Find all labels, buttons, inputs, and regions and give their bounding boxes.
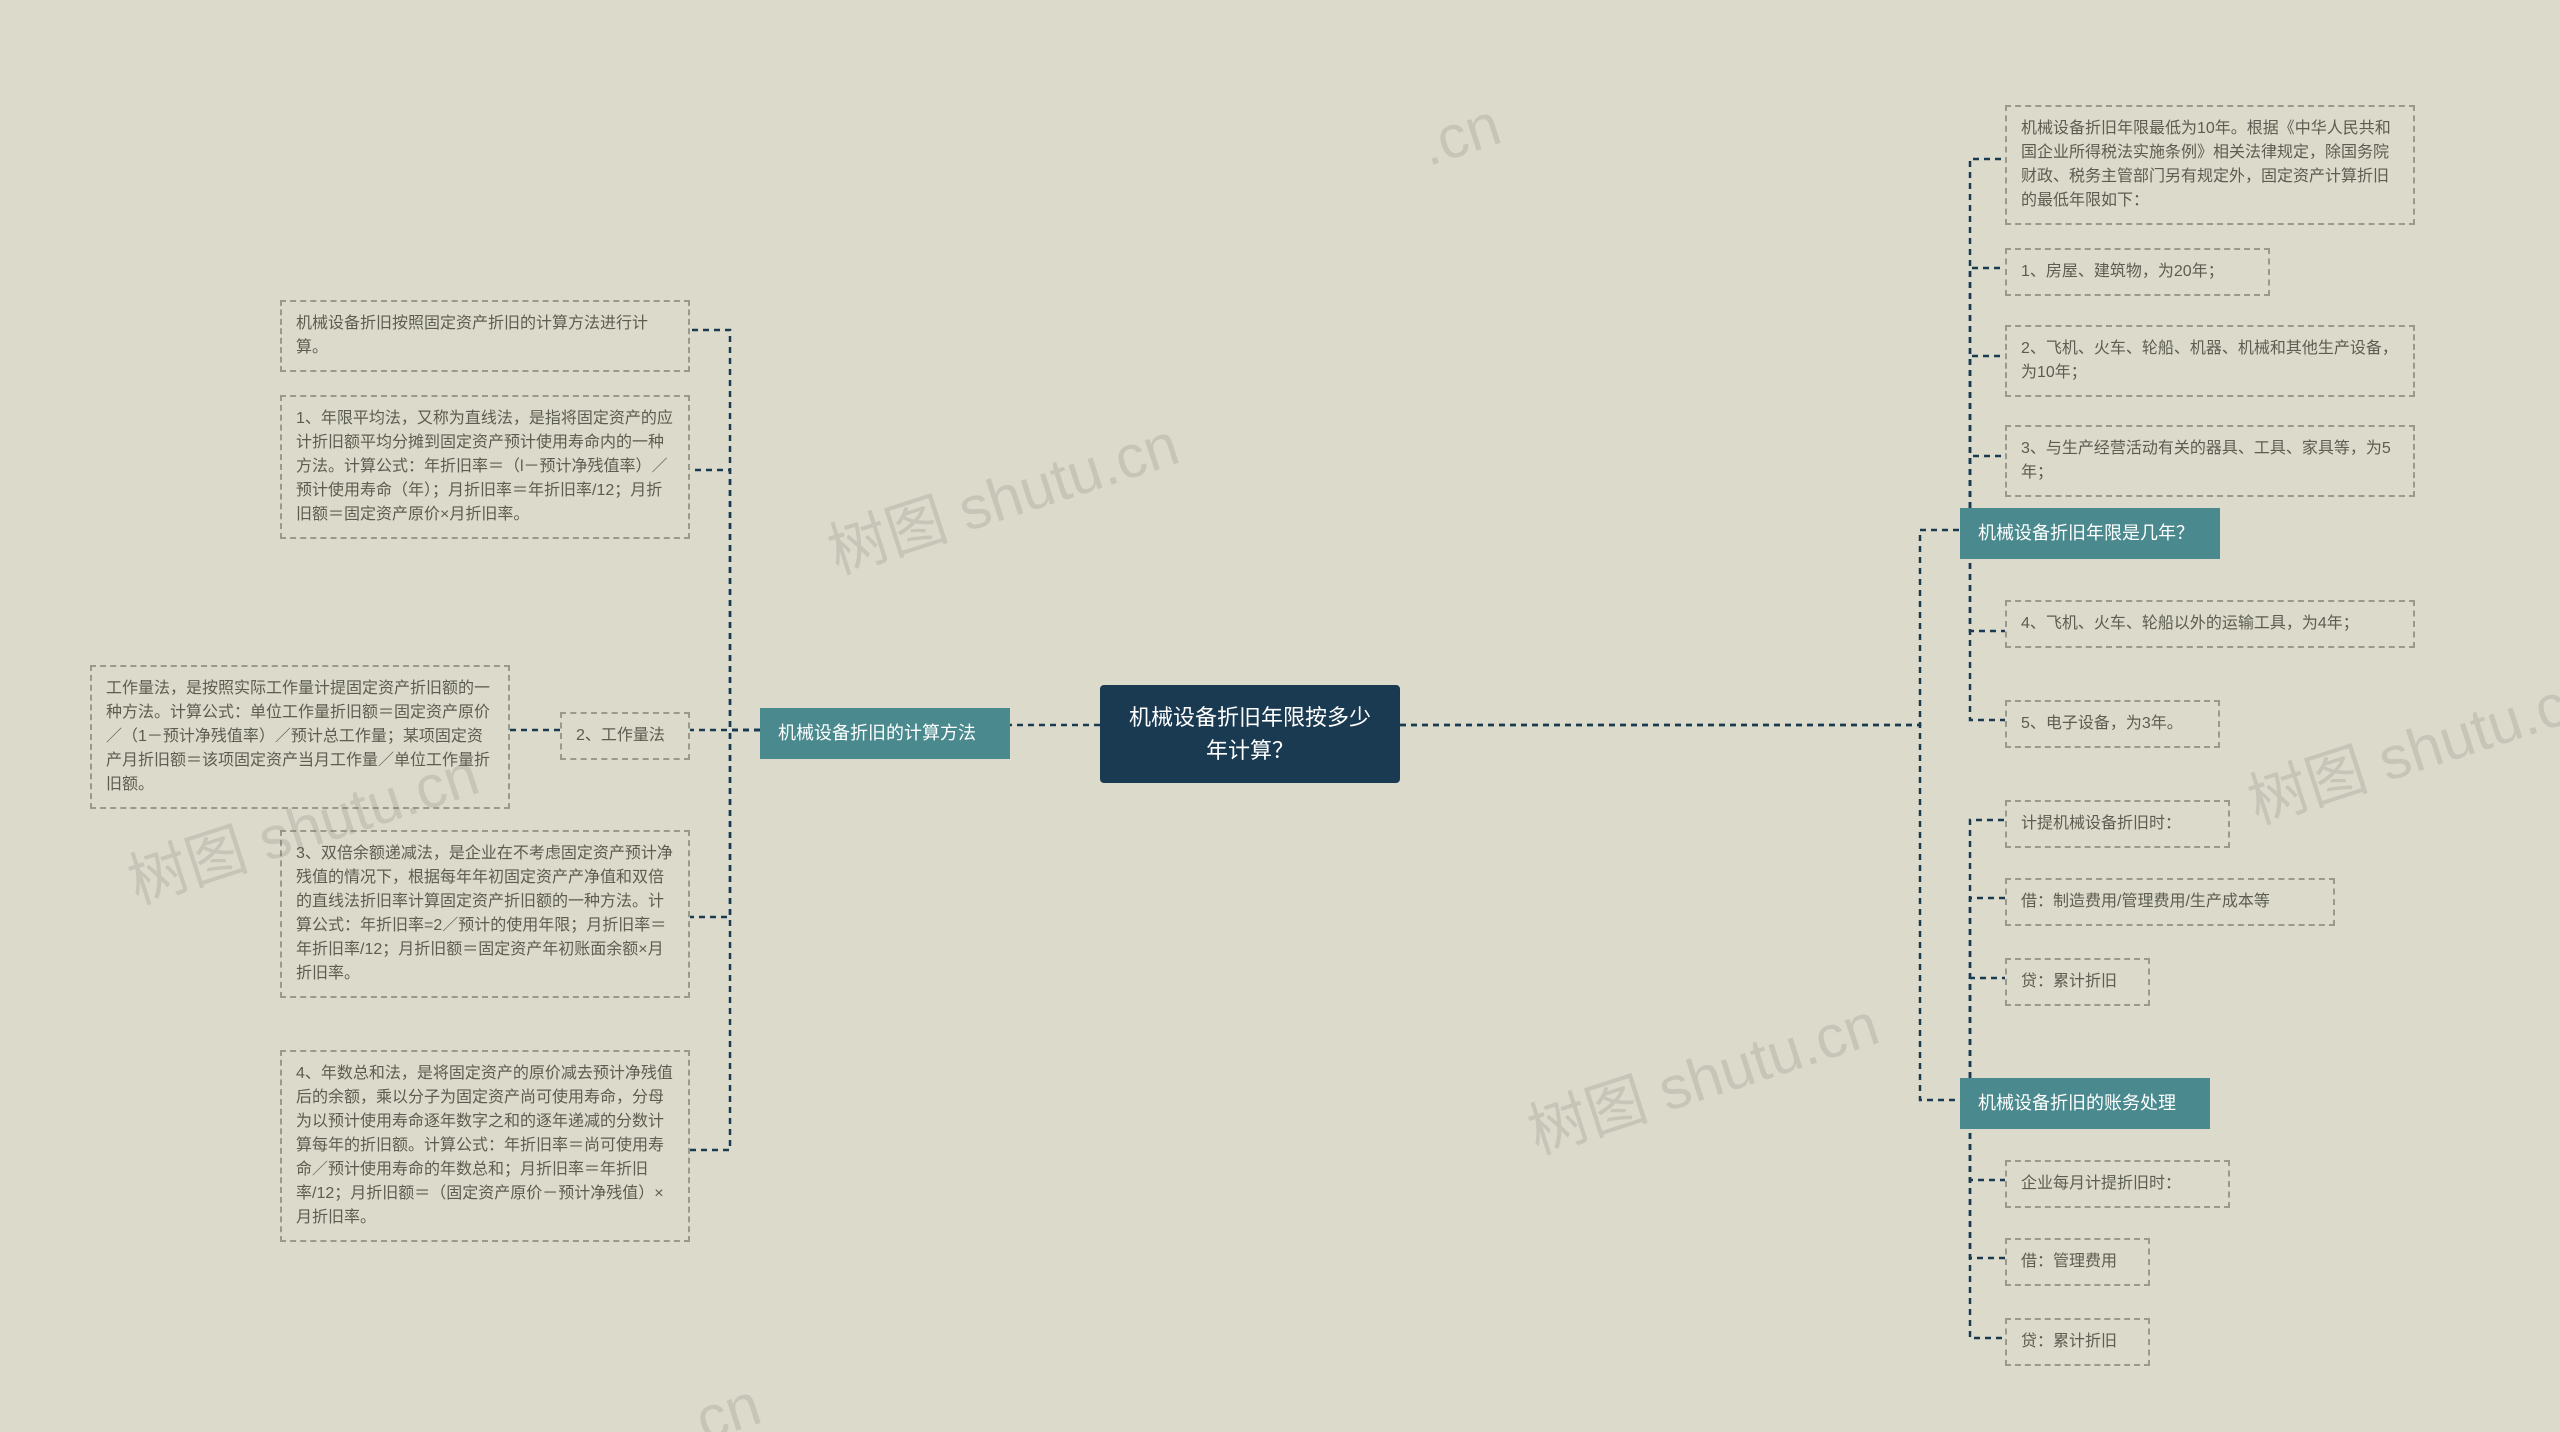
left-leaf-2[interactable]: 工作量法，是按照实际工作量计提固定资产折旧额的一种方法。计算公式：单位工作量折旧… xyxy=(90,665,510,809)
watermark: 树图 shutu.cn xyxy=(1515,976,1888,1171)
right1-leaf-0[interactable]: 机械设备折旧年限最低为10年。根据《中华人民共和国企业所得税法实施条例》相关法律… xyxy=(2005,105,2415,225)
watermark: 树图 shutu.cn xyxy=(815,396,1188,591)
leaf-text: 机械设备折旧年限最低为10年。根据《中华人民共和国企业所得税法实施条例》相关法律… xyxy=(2021,120,2391,209)
watermark: .cn xyxy=(671,1369,768,1432)
leaf-text: 企业每月计提折旧时： xyxy=(2021,1175,2181,1192)
leaf-text: 5、电子设备，为3年。 xyxy=(2021,715,2183,732)
leaf-text: 工作量法，是按照实际工作量计提固定资产折旧额的一种方法。计算公式：单位工作量折旧… xyxy=(106,680,490,793)
leaf-text: 机械设备折旧按照固定资产折旧的计算方法进行计算。 xyxy=(296,315,648,356)
root-node[interactable]: 机械设备折旧年限按多少年计算？ xyxy=(1100,685,1400,783)
leaf-text: 3、与生产经营活动有关的器具、工具、家具等，为5年； xyxy=(2021,440,2391,481)
left-branch-text: 机械设备折旧的计算方法 xyxy=(778,723,976,743)
leaf-text: 计提机械设备折旧时： xyxy=(2021,815,2181,832)
right-branch-1-text: 机械设备折旧年限是几年？ xyxy=(1978,523,2194,543)
right2-leaf-3[interactable]: 企业每月计提折旧时： xyxy=(2005,1160,2230,1208)
leaf-text: 借：制造费用/管理费用/生产成本等 xyxy=(2021,893,2270,910)
leaf-text: 3、双倍余额递减法，是企业在不考虑固定资产预计净残值的情况下，根据每年年初固定资… xyxy=(296,845,673,982)
root-text: 机械设备折旧年限按多少年计算？ xyxy=(1129,705,1371,763)
right1-leaf-4[interactable]: 4、飞机、火车、轮船以外的运输工具，为4年； xyxy=(2005,600,2415,648)
left-sub-node[interactable]: 2、工作量法 xyxy=(560,712,690,760)
leaf-text: 2、飞机、火车、轮船、机器、机械和其他生产设备，为10年； xyxy=(2021,340,2398,381)
right-branch-2-node[interactable]: 机械设备折旧的账务处理 xyxy=(1960,1078,2210,1129)
right1-leaf-3[interactable]: 3、与生产经营活动有关的器具、工具、家具等，为5年； xyxy=(2005,425,2415,497)
left-leaf-1[interactable]: 1、年限平均法，又称为直线法，是指将固定资产的应计折旧额平均分摊到固定资产预计使… xyxy=(280,395,690,539)
leaf-text: 借：管理费用 xyxy=(2021,1253,2117,1270)
leaf-text: 贷：累计折旧 xyxy=(2021,1333,2117,1350)
watermark: 树图 shutu.cn xyxy=(2235,646,2560,841)
leaf-text: 4、飞机、火车、轮船以外的运输工具，为4年； xyxy=(2021,615,2359,632)
leaf-text: 贷：累计折旧 xyxy=(2021,973,2117,990)
right2-leaf-2[interactable]: 贷：累计折旧 xyxy=(2005,958,2150,1006)
right2-leaf-4[interactable]: 借：管理费用 xyxy=(2005,1238,2150,1286)
right2-leaf-1[interactable]: 借：制造费用/管理费用/生产成本等 xyxy=(2005,878,2335,926)
right2-leaf-5[interactable]: 贷：累计折旧 xyxy=(2005,1318,2150,1366)
left-leaf-3[interactable]: 3、双倍余额递减法，是企业在不考虑固定资产预计净残值的情况下，根据每年年初固定资… xyxy=(280,830,690,998)
right1-leaf-5[interactable]: 5、电子设备，为3年。 xyxy=(2005,700,2220,748)
right2-leaf-0[interactable]: 计提机械设备折旧时： xyxy=(2005,800,2230,848)
right-branch-2-text: 机械设备折旧的账务处理 xyxy=(1978,1093,2176,1113)
right1-leaf-1[interactable]: 1、房屋、建筑物，为20年； xyxy=(2005,248,2270,296)
watermark: .cn xyxy=(1411,89,1508,179)
leaf-text: 1、年限平均法，又称为直线法，是指将固定资产的应计折旧额平均分摊到固定资产预计使… xyxy=(296,410,673,523)
leaf-text: 1、房屋、建筑物，为20年； xyxy=(2021,263,2224,280)
right-branch-1-node[interactable]: 机械设备折旧年限是几年？ xyxy=(1960,508,2220,559)
left-leaf-0[interactable]: 机械设备折旧按照固定资产折旧的计算方法进行计算。 xyxy=(280,300,690,372)
leaf-text: 4、年数总和法，是将固定资产的原价减去预计净残值后的余额，乘以分子为固定资产尚可… xyxy=(296,1065,673,1226)
left-sub-text: 2、工作量法 xyxy=(576,727,665,744)
left-branch-node[interactable]: 机械设备折旧的计算方法 xyxy=(760,708,1010,759)
right1-leaf-2[interactable]: 2、飞机、火车、轮船、机器、机械和其他生产设备，为10年； xyxy=(2005,325,2415,397)
left-leaf-4[interactable]: 4、年数总和法，是将固定资产的原价减去预计净残值后的余额，乘以分子为固定资产尚可… xyxy=(280,1050,690,1242)
